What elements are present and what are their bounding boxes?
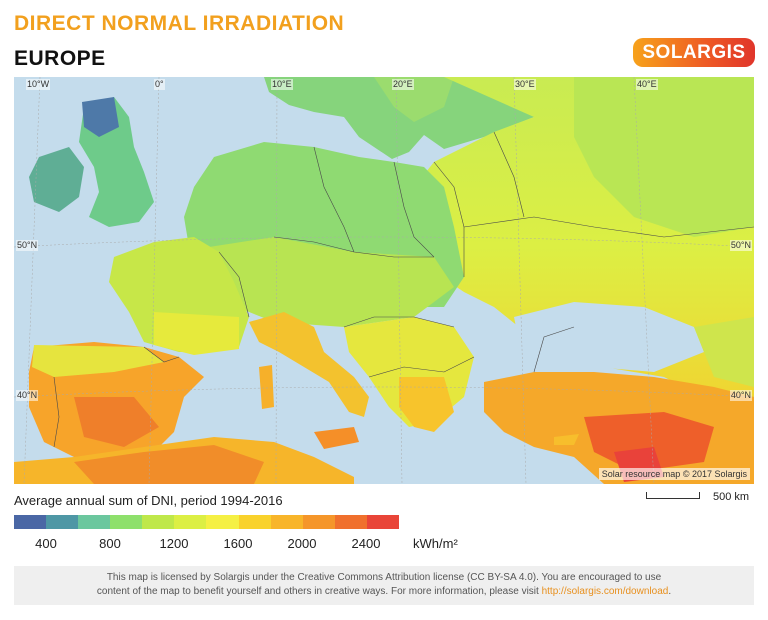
central-spain-region (74, 397, 159, 447)
northern-spain-region (32, 345, 164, 377)
black-sea (514, 302, 704, 372)
license-notice: This map is licensed by Solargis under t… (14, 566, 754, 605)
legend-swatch-10 (334, 515, 367, 529)
lon-label-10w: 10°W (26, 79, 51, 90)
country-borders (53, 131, 754, 448)
sicily-landmass (314, 427, 359, 449)
legend-tick-800: 800 (99, 536, 121, 551)
scale-bar-label: 500 km (713, 491, 750, 503)
legend-swatch-5 (174, 515, 207, 529)
legend-swatch-1 (46, 515, 79, 529)
solargis-download-link[interactable]: http://solargis.com/download (541, 586, 669, 597)
lat-label-50n-right: 50°N (729, 240, 752, 251)
alps-danube-region (209, 237, 454, 327)
legend-tick-1200: 1200 (159, 536, 189, 551)
lat-label-40n-left: 40°N (16, 390, 39, 401)
legend-swatch-9 (302, 515, 335, 529)
lon-label-0: 0° (154, 79, 165, 90)
map-title: DIRECT NORMAL IRRADIATION (14, 12, 345, 35)
legend-swatch-11 (366, 515, 399, 529)
algeria-tunisia-region (74, 445, 264, 484)
map-credit: Solar resource map © 2017 Solargis (598, 468, 750, 480)
lat-label-40n-right: 40°N (729, 390, 752, 401)
legend-title: Average annual sum of DNI, period 1994-2… (14, 493, 283, 508)
graticule (14, 77, 754, 484)
legend-tick-1600: 1600 (223, 536, 253, 551)
legend-tick-2000: 2000 (287, 536, 317, 551)
map-subtitle: EUROPE (14, 47, 106, 70)
legend-swatch-0 (14, 515, 47, 529)
lon-label-10e: 10°E (271, 79, 293, 90)
license-line-2: content of the map to benefit yourself a… (14, 585, 754, 599)
legend-swatch-3 (110, 515, 143, 529)
caucasus-region (694, 317, 754, 387)
legend-swatch-6 (206, 515, 239, 529)
scandinavia-landmass (264, 77, 534, 159)
southern-france-region (154, 312, 239, 355)
greece-landmass (399, 377, 454, 432)
scale-bar (646, 492, 700, 499)
legend-swatch-4 (142, 515, 175, 529)
legend-tick-2400: 2400 (351, 536, 381, 551)
ireland-landmass (29, 147, 84, 212)
logo-text: SOLARGIS (642, 41, 746, 63)
license-line-2-end: . (668, 586, 672, 597)
legend-swatch-8 (270, 515, 303, 529)
irradiation-map: 10°W 0° 10°E 20°E 30°E 40°E 50°N 40°N 50… (14, 77, 754, 484)
lon-label-30e: 30°E (514, 79, 536, 90)
italy-landmass (249, 312, 369, 417)
legend-tick-400: 400 (35, 536, 57, 551)
sardinia-corsica-landmass (259, 365, 274, 409)
russia-north-region (574, 77, 754, 237)
license-line-1: This map is licensed by Solargis under t… (106, 572, 662, 583)
legend-swatch-2 (78, 515, 111, 529)
legend-unit: kWh/m² (413, 536, 458, 551)
legend-color-bar (14, 515, 399, 529)
legend-swatch-7 (238, 515, 271, 529)
lon-label-40e: 40°E (636, 79, 658, 90)
scottish-highlands-region (82, 97, 119, 137)
lat-label-50n-left: 50°N (16, 240, 39, 251)
cyprus-landmass (554, 434, 579, 445)
solargis-logo: SOLARGIS (633, 38, 755, 67)
license-line-2-text: content of the map to benefit yourself a… (96, 586, 539, 597)
map-graphic (14, 77, 754, 484)
lon-label-20e: 20°E (392, 79, 414, 90)
